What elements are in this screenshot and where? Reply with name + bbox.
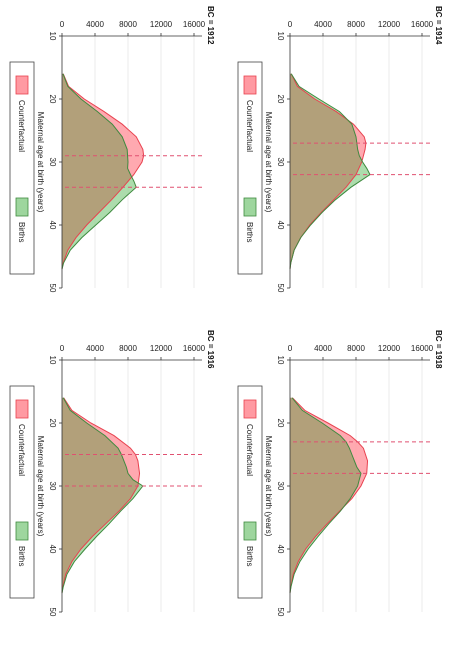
- x-tick-label: 30: [276, 158, 285, 167]
- panel-title: BC = 1914: [434, 6, 443, 45]
- y-tick-label: 4000: [86, 344, 104, 353]
- y-tick-label: 12000: [150, 344, 173, 353]
- y-tick-label: 12000: [378, 344, 401, 353]
- counterfactual-line: [61, 397, 141, 594]
- x-tick-label: 40: [48, 545, 57, 554]
- x-tick-label: 40: [48, 221, 57, 230]
- chart-panel-1: BC = 1914 0 4000 8000 12000 16000 10 20 30 40 50 Ma…: [237, 6, 443, 293]
- legend-swatch-births: [15, 521, 29, 541]
- births-line: [61, 73, 137, 270]
- x-tick-label: 20: [48, 419, 57, 428]
- x-tick-label: 20: [276, 95, 285, 104]
- panel-title: BC = 1912: [206, 6, 215, 45]
- y-tick-label: 8000: [347, 344, 365, 353]
- legend-label-counterfactual: Counterfactual: [17, 424, 26, 476]
- y-tick-label: 8000: [119, 20, 137, 29]
- y-tick-label: 16000: [411, 20, 434, 29]
- chart-panel-0: BC = 1912 0 4000 8000 12000 16000 10 20 30 40 50 Ma…: [9, 6, 215, 293]
- births-line: [289, 73, 371, 270]
- x-tick-label: 20: [276, 419, 285, 428]
- x-tick-label: 10: [48, 356, 57, 365]
- births-line: [289, 397, 362, 594]
- chart-panel-3: BC = 1918 0 4000 8000 12000 16000 10 20 30 40 50 Ma…: [237, 330, 443, 617]
- chart-panel-2: BC = 1916 0 4000 8000 12000 16000 10 20 30 40 50 Ma…: [9, 330, 215, 617]
- y-tick-label: 16000: [183, 20, 206, 29]
- legend-label-counterfactual: Counterfactual: [17, 100, 26, 152]
- y-tick-label: 4000: [314, 344, 332, 353]
- x-tick-label: 50: [48, 608, 57, 617]
- y-tick-label: 0: [288, 344, 293, 353]
- x-tick-label: 50: [276, 608, 285, 617]
- legend-box: [9, 385, 35, 599]
- legend-box: [9, 61, 35, 275]
- x-tick-label: 20: [48, 95, 57, 104]
- x-tick-label: 50: [276, 284, 285, 293]
- y-tick-label: 4000: [86, 20, 104, 29]
- counterfactual-line: [289, 397, 369, 594]
- legend-swatch-births: [243, 521, 257, 541]
- y-tick-label: 8000: [347, 20, 365, 29]
- legend-swatch-births: [15, 197, 29, 217]
- overlap-area: [62, 73, 137, 270]
- births-line: [61, 397, 144, 594]
- legend-label-births: Births: [245, 222, 254, 242]
- legend-label-births: Births: [245, 546, 254, 566]
- legend-label-births: Births: [17, 546, 26, 566]
- counterfactual-line: [61, 73, 145, 270]
- x-tick-label: 40: [276, 221, 285, 230]
- panel-title: BC = 1916: [206, 330, 215, 369]
- y-tick-label: 0: [288, 20, 293, 29]
- legend-label-births: Births: [17, 222, 26, 242]
- x-axis-title: Maternal age at birth (years): [36, 112, 45, 213]
- legend-swatch-counterfactual: [15, 399, 29, 419]
- x-tick-label: 30: [48, 482, 57, 491]
- y-tick-label: 16000: [183, 344, 206, 353]
- overlap-area: [62, 397, 140, 594]
- y-tick-label: 12000: [150, 20, 173, 29]
- legend-swatch-counterfactual: [243, 75, 257, 95]
- overlap-area: [290, 397, 361, 594]
- legend-label-counterfactual: Counterfactual: [245, 100, 254, 152]
- legend-swatch-births: [243, 197, 257, 217]
- y-tick-label: 0: [60, 20, 65, 29]
- legend-label-counterfactual: Counterfactual: [245, 424, 254, 476]
- x-tick-label: 30: [276, 482, 285, 491]
- legend-box: [237, 61, 263, 275]
- x-tick-label: 10: [276, 356, 285, 365]
- x-axis-title: Maternal age at birth (years): [264, 112, 273, 213]
- y-tick-label: 0: [60, 344, 65, 353]
- legend-swatch-counterfactual: [15, 75, 29, 95]
- x-axis-title: Maternal age at birth (years): [264, 436, 273, 537]
- x-tick-label: 40: [276, 545, 285, 554]
- y-tick-label: 12000: [378, 20, 401, 29]
- x-tick-label: 10: [276, 32, 285, 41]
- x-tick-label: 50: [48, 284, 57, 293]
- legend-box: [237, 385, 263, 599]
- y-tick-label: 8000: [119, 344, 137, 353]
- x-axis-title: Maternal age at birth (years): [36, 436, 45, 537]
- panel-title: BC = 1918: [434, 330, 443, 369]
- x-tick-label: 30: [48, 158, 57, 167]
- y-tick-label: 4000: [314, 20, 332, 29]
- x-tick-label: 10: [48, 32, 57, 41]
- y-tick-label: 16000: [411, 344, 434, 353]
- legend-swatch-counterfactual: [243, 399, 257, 419]
